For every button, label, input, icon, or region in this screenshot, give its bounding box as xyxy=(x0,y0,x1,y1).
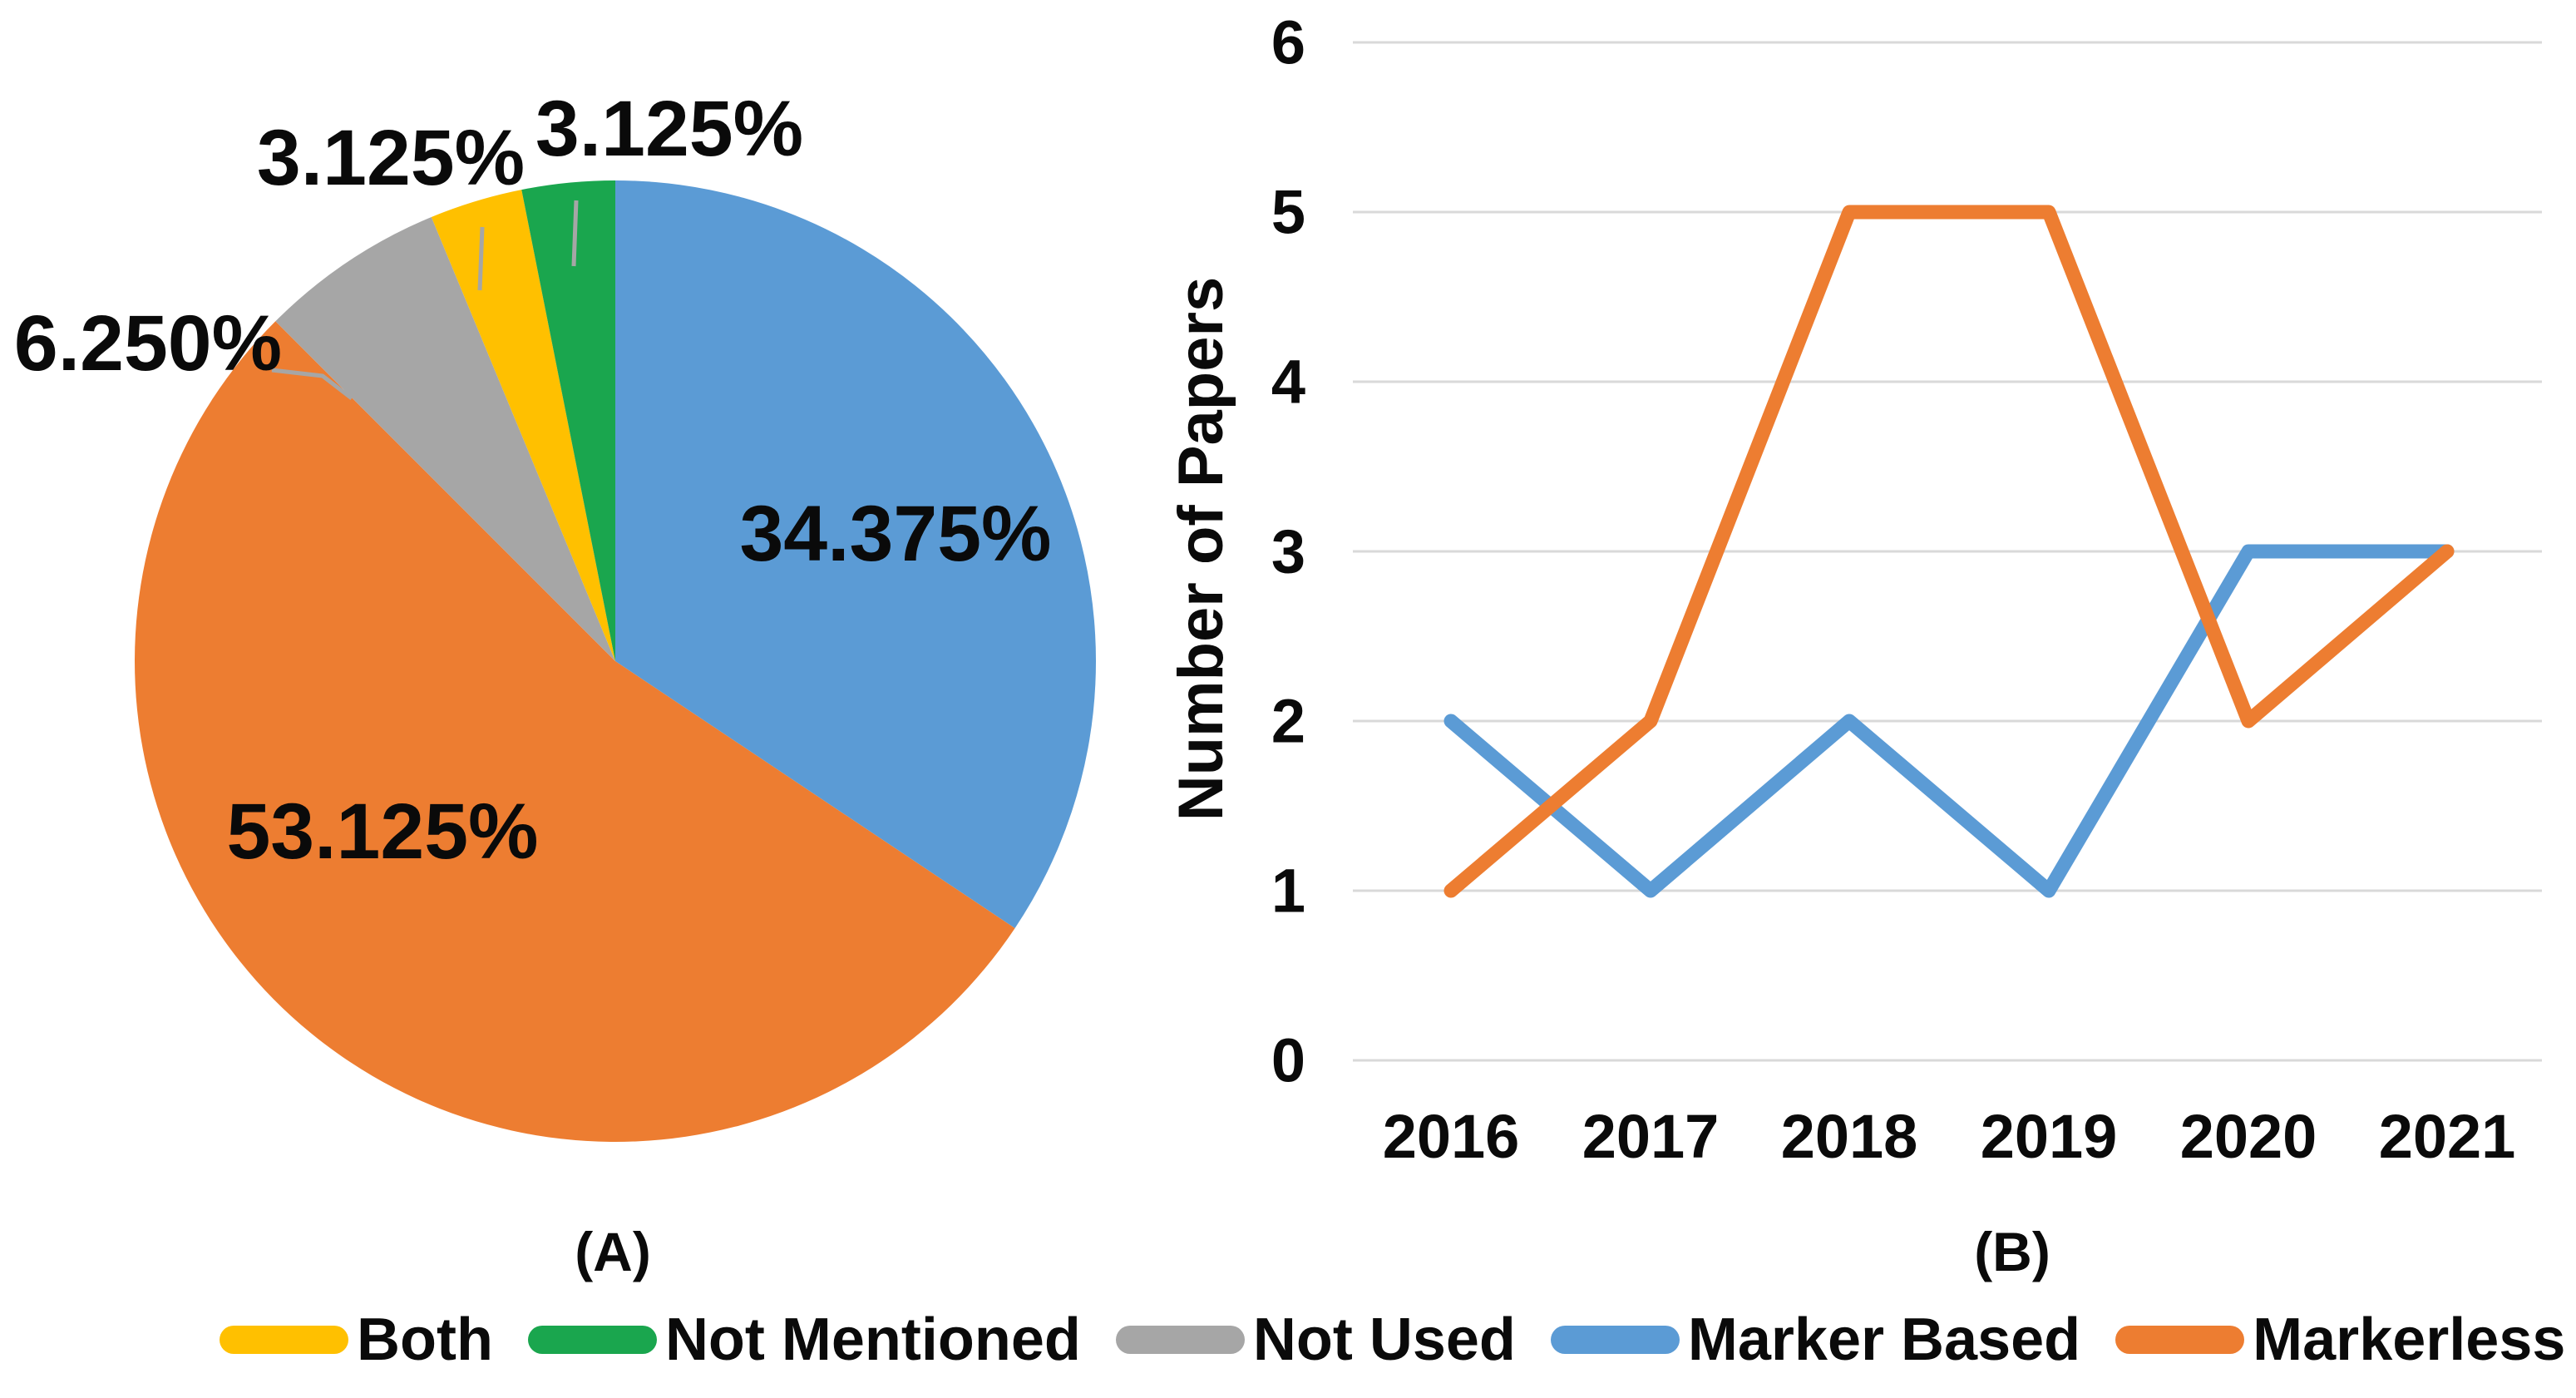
pie-label-not-mentioned: 3.125% xyxy=(535,85,803,173)
label-leader-line xyxy=(571,200,579,267)
x-tick-2018: 2018 xyxy=(1781,1102,1918,1171)
pie-slice-not-used xyxy=(275,216,615,661)
line-series xyxy=(1443,205,2455,898)
gridlines xyxy=(1353,41,2542,1062)
y-tick-3: 3 xyxy=(1271,517,1305,586)
legend-swatch-markerless xyxy=(2115,1326,2245,1354)
line-chart-panel: 0 1 2 3 4 5 6 2016 2017 2018 2019 2020 2021 Number … xyxy=(1166,8,2542,1282)
pie-slice-not-mentioned xyxy=(521,180,615,661)
legend-swatch-marker-based xyxy=(1550,1326,1680,1354)
x-axis-tick-labels: 2016 2017 2018 2019 2020 2021 xyxy=(1383,1102,2516,1171)
pie-label-not-used: 6.250% xyxy=(14,299,282,388)
y-tick-0: 0 xyxy=(1271,1026,1305,1095)
y-tick-2: 2 xyxy=(1271,687,1305,756)
pie-label-marker-based: 34.375% xyxy=(739,490,1051,578)
legend-label: Not Used xyxy=(1252,1307,1516,1373)
pie-slice-markerless xyxy=(135,321,1015,1142)
x-tick-2016: 2016 xyxy=(1383,1102,1520,1171)
pie-data-labels: 34.375% 53.125% 6.250% 3.125% 3.125% xyxy=(14,85,1052,876)
pie-leader-lines xyxy=(271,200,579,400)
pie-slice-marker-based xyxy=(615,180,1097,929)
y-tick-5: 5 xyxy=(1271,178,1305,247)
series-line-markerless xyxy=(1443,205,2455,898)
legend-item-not-mentioned: Not Mentioned xyxy=(527,1306,1081,1374)
legend-swatch-both xyxy=(220,1326,348,1354)
legend-item-markerless: Markerless xyxy=(2115,1306,2565,1374)
legend-label: Not Mentioned xyxy=(664,1307,1081,1373)
legend-swatch-not-used xyxy=(1115,1326,1245,1354)
pie-chart-panel: 34.375% 53.125% 6.250% 3.125% 3.125% (A) xyxy=(14,85,1097,1282)
legend-label: Markerless xyxy=(2253,1307,2566,1373)
legend: Both Not Mentioned Not Used Marker Based Mar… xyxy=(0,1294,2576,1386)
pie-slice-both xyxy=(431,190,615,662)
y-tick-6: 6 xyxy=(1271,8,1305,77)
y-axis-title: Number of Papers xyxy=(1166,277,1236,822)
x-tick-2020: 2020 xyxy=(2180,1102,2317,1171)
label-leader-line xyxy=(477,226,485,291)
legend-item-not-used: Not Used xyxy=(1115,1306,1516,1374)
caption-a: (A) xyxy=(575,1221,651,1282)
y-tick-1: 1 xyxy=(1271,857,1305,926)
label-leader-line xyxy=(271,368,353,400)
pie-slices xyxy=(135,180,1097,1142)
y-axis-tick-labels: 0 1 2 3 4 5 6 xyxy=(1271,8,1305,1095)
series-line-marker-based xyxy=(1443,544,2455,898)
y-tick-4: 4 xyxy=(1271,348,1305,417)
legend-item-marker-based: Marker Based xyxy=(1550,1306,2081,1374)
x-tick-2017: 2017 xyxy=(1582,1102,1720,1171)
x-tick-2019: 2019 xyxy=(1981,1102,2118,1171)
pie-label-markerless: 53.125% xyxy=(226,788,538,876)
legend-swatch-not-mentioned xyxy=(527,1326,657,1354)
pie-label-both: 3.125% xyxy=(257,114,525,202)
x-tick-2021: 2021 xyxy=(2379,1102,2516,1171)
legend-item-both: Both xyxy=(220,1306,493,1374)
legend-label: Marker Based xyxy=(1687,1307,2081,1373)
caption-b: (B) xyxy=(1974,1221,2050,1282)
legend-label: Both xyxy=(357,1307,493,1373)
